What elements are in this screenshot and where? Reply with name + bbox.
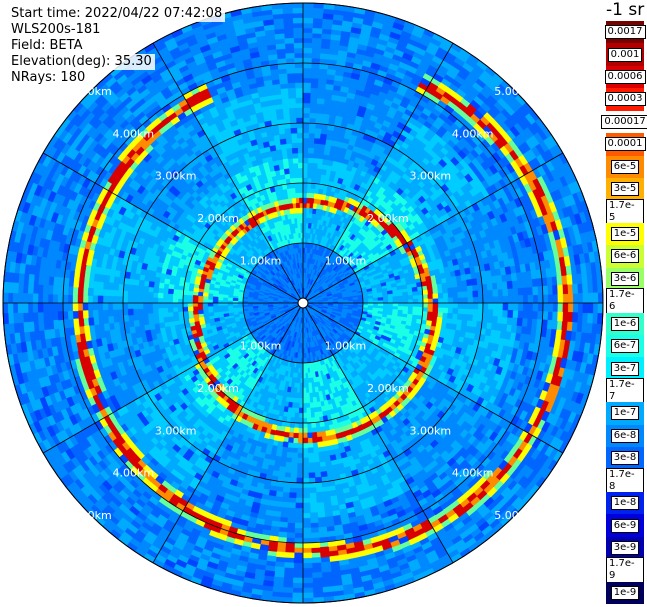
nrays-text: NRays: 180 <box>8 70 89 86</box>
colorbar-level-label: 1e-8 <box>610 496 640 511</box>
colorbar-level-label: 6e-5 <box>610 159 640 174</box>
colorbar-level: 0.0003 <box>604 88 646 111</box>
origin-marker <box>297 297 309 309</box>
ring-distance-label: 5.00km <box>494 509 536 522</box>
colorbar-level-label: 3e-6 <box>610 271 640 286</box>
colorbar-level-label: 1e-6 <box>610 316 640 331</box>
colorbar-level: 1e-6 <box>606 312 644 335</box>
ring-distance-label: 1.00km <box>240 255 282 268</box>
ring-distance-label: 5.00km <box>494 85 536 98</box>
colorbar-level: 0.0017 <box>604 21 646 44</box>
colorbar-level-label: 6e-9 <box>610 518 640 533</box>
colorbar-level: 0.00017 <box>601 110 647 134</box>
colorbar-level-label: 3e-8 <box>610 451 640 466</box>
colorbar-level: 6e-9 <box>606 514 644 537</box>
ring-distance-label: 4.00km <box>452 467 494 480</box>
colorbar-level-label: 1e-9 <box>610 585 640 600</box>
colorbar-level-label: 1.7e-5 <box>606 198 644 225</box>
ring-distance-label: 4.00km <box>452 127 494 140</box>
colorbar-level-label: 1.7e-6 <box>606 288 644 315</box>
colorbar-level-label: 0.00017 <box>601 114 647 129</box>
azimuth-spoke <box>42 152 304 304</box>
colorbar-level-label: 0.0001 <box>604 137 646 152</box>
colorbar-level: 1.7e-6 <box>606 288 644 315</box>
range-grid <box>2 2 604 604</box>
colorbar-level-label: 0.0003 <box>604 92 646 107</box>
colorbar-level: 1e-8 <box>606 491 644 515</box>
scan-info-panel: Start time: 2022/04/22 07:42:08 WLS200s-… <box>8 6 226 86</box>
colorbar-level: 6e-6 <box>606 245 644 268</box>
colorbar-level-label: 1e-7 <box>610 406 640 421</box>
ring-distance-label: 4.00km <box>113 467 155 480</box>
ring-distance-label: 1.00km <box>325 255 367 268</box>
ring-distance-label: 2.00km <box>367 382 409 395</box>
colorbar-level: 0.001 <box>606 43 644 66</box>
ring-distance-label: 3.00km <box>155 170 197 183</box>
colorbar-level: 3e-7 <box>606 357 644 380</box>
colorbar-level-label: 1e-5 <box>610 227 640 241</box>
colorbar-level-label: 3e-9 <box>610 540 640 555</box>
colorbar-level: 0.0006 <box>604 65 646 89</box>
colorbar-level: 1.7e-9 <box>606 557 644 584</box>
azimuth-spoke <box>42 302 304 454</box>
colorbar-level-label: 0.001 <box>607 47 643 62</box>
ring-distance-label: 5.00km <box>70 85 112 98</box>
colorbar-level: 1.7e-8 <box>606 467 644 494</box>
ring-distance-label: 3.00km <box>410 424 452 437</box>
colorbar-level-label: 6e-7 <box>610 339 640 354</box>
colorbar-level-label: 1.7e-7 <box>606 377 644 404</box>
colorbar-level: 3e-6 <box>606 267 644 291</box>
colorbar-level: 6e-8 <box>606 424 644 448</box>
azimuth-spoke <box>302 42 454 304</box>
colorbar-level-label: 1.7e-8 <box>606 467 644 494</box>
backscatter-bin-group <box>3 9 603 589</box>
ring-distance-label: 1.00km <box>240 339 282 352</box>
range-ring-labels: 1.00km 1.00km 1.00km 1.00km 2.00km 2.00km 2.00… <box>70 85 536 522</box>
colorbar-level: 3e-8 <box>606 447 644 470</box>
azimuth-spoke <box>152 42 304 304</box>
azimuth-spoke <box>302 302 563 454</box>
azimuth-spoke <box>302 152 563 304</box>
ring-distance-label: 2.00km <box>367 212 409 225</box>
colorbar: 0.0017 0.001 0.0006 0.0003 0.00017 0.0001 6e-5… <box>601 21 647 604</box>
azimuth-spoke <box>152 302 304 563</box>
colorbar-unit: -1 sr <box>606 0 645 20</box>
colorbar-level: 3e-5 <box>606 177 644 201</box>
field-text: Field: BETA <box>8 38 86 54</box>
colorbar-level-label: 3e-5 <box>610 182 640 197</box>
ring-distance-label: 3.00km <box>155 424 197 437</box>
colorbar-level-label: 6e-6 <box>610 249 640 264</box>
ring-distance-label: 2.00km <box>197 212 239 225</box>
colorbar-level-label: 6e-8 <box>610 428 640 443</box>
colorbar-level-label: 3e-7 <box>610 361 640 376</box>
ring-distance-label: 2.00km <box>197 382 239 395</box>
colorbar-level: 1e-9 <box>606 581 644 604</box>
start-time-text: Start time: 2022/04/22 07:42:08 <box>8 6 226 22</box>
colorbar-level-label: 0.0006 <box>604 70 646 85</box>
colorbar-level-label: 1.7e-9 <box>606 557 644 584</box>
colorbar-level-label: 0.0017 <box>604 25 646 40</box>
instrument-name: WLS200s-181 <box>8 22 104 38</box>
polar-lidar-plot: 1.00km 1.00km 1.00km 1.00km 2.00km 2.00km 2.00… <box>2 2 604 604</box>
colorbar-level: 1.7e-7 <box>606 377 644 404</box>
ring-distance-label: 5.00km <box>70 509 112 522</box>
ring-distance-label: 1.00km <box>325 339 367 352</box>
colorbar-level: 6e-5 <box>606 155 644 178</box>
colorbar-level: 6e-7 <box>606 334 644 358</box>
ring-distance-label: 3.00km <box>410 170 452 183</box>
colorbar-level: 0.0001 <box>604 133 646 156</box>
backscatter-bin-group <box>72 82 573 562</box>
azimuth-spoke <box>302 302 454 563</box>
ring-distance-label: 4.00km <box>113 127 155 140</box>
colorbar-level: 1.7e-5 <box>606 198 644 225</box>
elevation-text: Elevation(deg): 35.30 <box>8 54 155 70</box>
colorbar-level: 1e-7 <box>606 402 644 425</box>
colorbar-level: 3e-9 <box>606 536 644 560</box>
colorbar-level: 1e-5 <box>606 222 644 246</box>
